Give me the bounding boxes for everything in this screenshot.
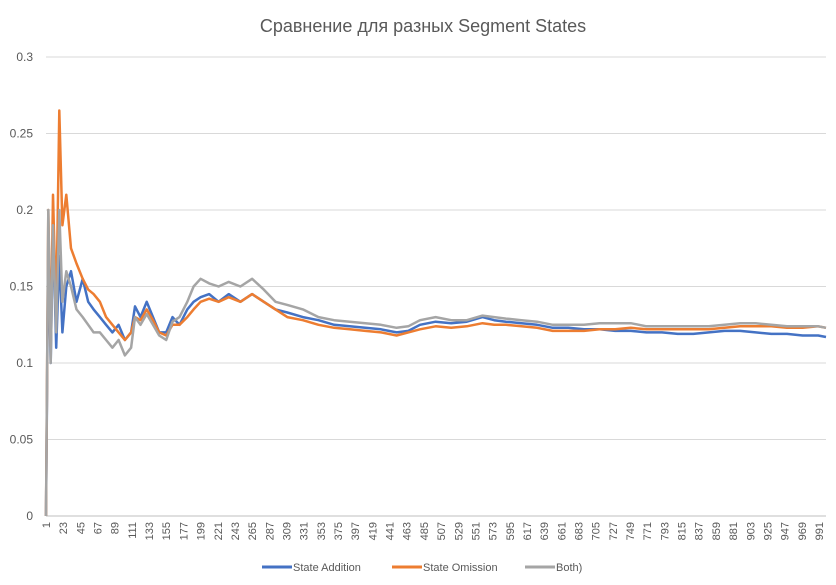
x-tick-label: 133 — [144, 522, 156, 540]
x-tick-label: 199 — [196, 522, 208, 540]
y-tick-label: 0.25 — [10, 127, 34, 141]
legend-item: Both) — [525, 562, 582, 574]
x-tick-label: 617 — [522, 522, 534, 540]
x-tick-label: 727 — [608, 522, 620, 540]
legend: State Addition State Omission Both) — [262, 562, 582, 574]
x-tick-label: 683 — [573, 522, 585, 540]
y-axis-ticks: 0 0.05 0.1 0.15 0.2 0.25 0.3 — [10, 50, 34, 523]
x-tick-label: 111 — [127, 522, 139, 539]
x-tick-label: 485 — [419, 522, 431, 540]
x-tick-label: 331 — [299, 522, 311, 540]
x-tick-label: 1 — [41, 522, 53, 528]
x-tick-label: 265 — [247, 522, 259, 540]
y-tick-label: 0.1 — [16, 356, 33, 370]
legend-item: State Addition — [262, 562, 361, 574]
x-tick-label: 881 — [728, 522, 740, 540]
legend-label: Both) — [556, 562, 582, 574]
y-tick-label: 0 — [26, 509, 33, 523]
series-line-3 — [44, 208, 827, 517]
x-tick-label: 903 — [745, 522, 757, 540]
x-tick-label: 749 — [625, 522, 637, 540]
x-tick-label: 221 — [213, 522, 225, 540]
x-tick-label: 793 — [659, 522, 671, 540]
y-tick-label: 0.3 — [16, 50, 33, 64]
series-line-1 — [44, 224, 827, 517]
x-tick-label: 375 — [333, 522, 345, 540]
x-tick-label: 529 — [453, 522, 465, 540]
x-tick-label: 419 — [367, 522, 379, 540]
x-tick-label: 507 — [436, 522, 448, 540]
x-tick-label: 309 — [281, 522, 293, 540]
x-tick-label: 815 — [677, 522, 689, 540]
x-tick-label: 177 — [178, 522, 190, 540]
y-tick-label: 0.05 — [10, 433, 34, 447]
y-tick-label: 0.2 — [16, 203, 33, 217]
series-lines — [44, 109, 827, 517]
legend-label: State Addition — [293, 562, 361, 574]
gridlines — [46, 56, 826, 517]
y-tick-label: 0.15 — [10, 280, 34, 294]
x-tick-label: 441 — [385, 522, 397, 540]
x-tick-label: 89 — [110, 522, 122, 534]
x-tick-label: 243 — [230, 522, 242, 540]
legend-label: State Omission — [423, 562, 498, 574]
x-tick-label: 463 — [402, 522, 414, 540]
x-tick-label: 947 — [780, 522, 792, 540]
series-line-2 — [44, 109, 827, 517]
x-tick-label: 287 — [264, 522, 276, 540]
x-tick-label: 969 — [797, 522, 809, 540]
x-tick-label: 771 — [642, 522, 654, 540]
x-tick-label: 991 — [814, 522, 826, 540]
x-axis-ticks: 1 23 45 67 89 111 133 155 177 199 221 243 265 287 309 3… — [41, 522, 826, 540]
x-tick-label: 705 — [591, 522, 603, 540]
x-tick-label: 859 — [711, 522, 723, 540]
x-tick-label: 573 — [488, 522, 500, 540]
x-tick-label: 837 — [694, 522, 706, 540]
x-tick-label: 155 — [161, 522, 173, 540]
x-tick-label: 595 — [505, 522, 517, 540]
x-tick-label: 67 — [93, 522, 105, 534]
x-tick-label: 353 — [316, 522, 328, 540]
chart-title: Сравнение для разных Segment States — [260, 16, 586, 36]
x-tick-label: 661 — [556, 522, 568, 540]
x-tick-label: 551 — [470, 522, 482, 540]
legend-item: State Omission — [392, 562, 498, 574]
x-tick-label: 23 — [58, 522, 70, 534]
x-tick-label: 397 — [350, 522, 362, 540]
x-tick-label: 639 — [539, 522, 551, 540]
x-tick-label: 45 — [75, 522, 87, 534]
x-tick-label: 925 — [762, 522, 774, 540]
